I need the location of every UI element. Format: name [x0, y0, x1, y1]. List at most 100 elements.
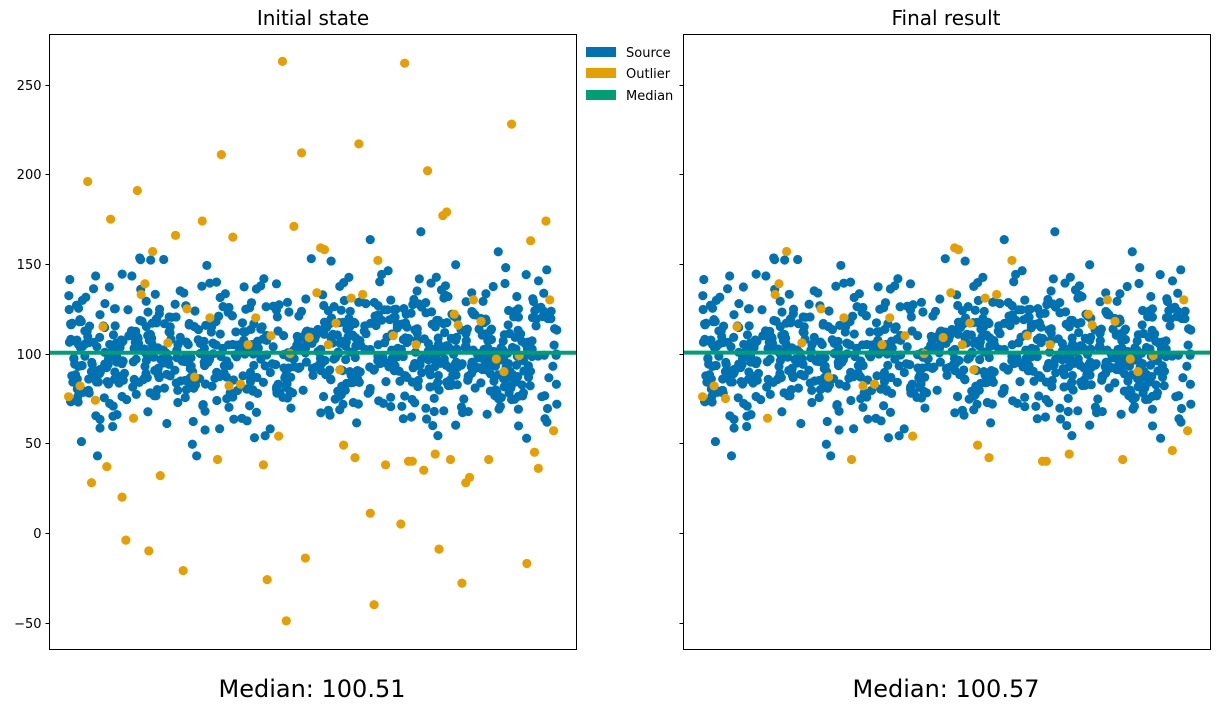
source-point [488, 281, 498, 292]
outlier-point [281, 616, 291, 626]
source-point [122, 395, 132, 405]
outlier-point [128, 413, 139, 423]
source-point [742, 421, 752, 432]
source-point [1095, 336, 1105, 346]
outlier-point [102, 462, 112, 472]
source-point [435, 358, 446, 368]
outlier-point [369, 600, 379, 610]
source-point [523, 372, 534, 382]
source-point [907, 379, 917, 389]
source-point [1076, 318, 1086, 328]
source-point [1176, 265, 1186, 275]
source-point [871, 318, 882, 328]
source-point [476, 378, 486, 388]
source-point [483, 359, 493, 370]
source-point [892, 377, 902, 387]
outlier-point [197, 216, 207, 226]
source-point [765, 389, 775, 399]
outlier-point [75, 381, 85, 391]
source-point [159, 383, 170, 393]
source-point [134, 377, 144, 387]
outlier-point [262, 574, 272, 585]
outlier-point [984, 453, 994, 463]
source-point [979, 306, 989, 316]
outlier-point [965, 318, 975, 328]
source-point [463, 371, 473, 381]
source-point [325, 410, 335, 420]
source-point [1064, 381, 1075, 391]
y-axis-left: −50 0 50 100 150 200 250 [14, 79, 50, 632]
source-point [208, 338, 218, 348]
source-point [799, 371, 809, 381]
outlier-point [400, 58, 410, 68]
outlier-point [407, 456, 417, 466]
outlier-point [1083, 309, 1093, 319]
source-point [281, 382, 291, 393]
source-point [1093, 394, 1103, 404]
source-point [485, 369, 496, 379]
source-point [298, 385, 308, 395]
source-point [698, 304, 708, 315]
source-point [890, 281, 900, 291]
source-point [261, 302, 271, 312]
source-point [386, 295, 396, 305]
source-point [942, 370, 952, 380]
outlier-point [83, 176, 93, 187]
source-point [750, 335, 760, 345]
source-point [775, 296, 785, 306]
outlier-point [331, 318, 341, 328]
source-point [301, 357, 311, 367]
outlier-point [212, 454, 223, 465]
source-point [746, 409, 756, 420]
source-point [883, 433, 894, 443]
outlier-point [170, 230, 181, 240]
source-point [550, 324, 560, 334]
source-point [513, 421, 524, 431]
source-point [1020, 295, 1030, 305]
source-point [187, 439, 197, 449]
outlier-point [774, 279, 784, 289]
source-point [1159, 381, 1169, 391]
source-point [790, 354, 800, 365]
source-point [77, 360, 87, 371]
outlier-point [529, 447, 540, 457]
source-point [386, 401, 396, 412]
source-point [237, 318, 248, 328]
source-point [141, 296, 151, 306]
source-point [389, 366, 399, 376]
outlier-point [972, 440, 983, 450]
source-point [336, 305, 346, 315]
source-point [64, 304, 74, 315]
source-point [468, 308, 478, 318]
outlier-point [877, 340, 887, 350]
source-point [767, 338, 778, 348]
source-point [858, 402, 868, 413]
source-point [849, 329, 859, 339]
source-point [113, 374, 124, 384]
source-point [935, 294, 945, 304]
source-point [103, 359, 113, 370]
outlier-point [445, 454, 456, 465]
source-point [218, 343, 228, 353]
outlier-point [224, 381, 234, 391]
outlier-point [411, 340, 421, 350]
source-point [485, 386, 495, 396]
source-point [1137, 320, 1147, 330]
source-point [824, 306, 834, 316]
source-point [1060, 307, 1071, 317]
source-point [359, 326, 369, 336]
outlier-point [190, 372, 200, 382]
source-point [510, 332, 520, 343]
source-point [733, 393, 743, 403]
source-point [969, 281, 979, 292]
source-point [721, 357, 731, 367]
source-point [1053, 334, 1063, 344]
source-point [506, 383, 516, 393]
source-point [1132, 336, 1142, 346]
source-point [143, 307, 153, 317]
source-point [172, 353, 182, 363]
source-point [1165, 314, 1176, 324]
source-point [920, 403, 930, 413]
source-point [65, 274, 75, 285]
source-point [72, 374, 82, 384]
